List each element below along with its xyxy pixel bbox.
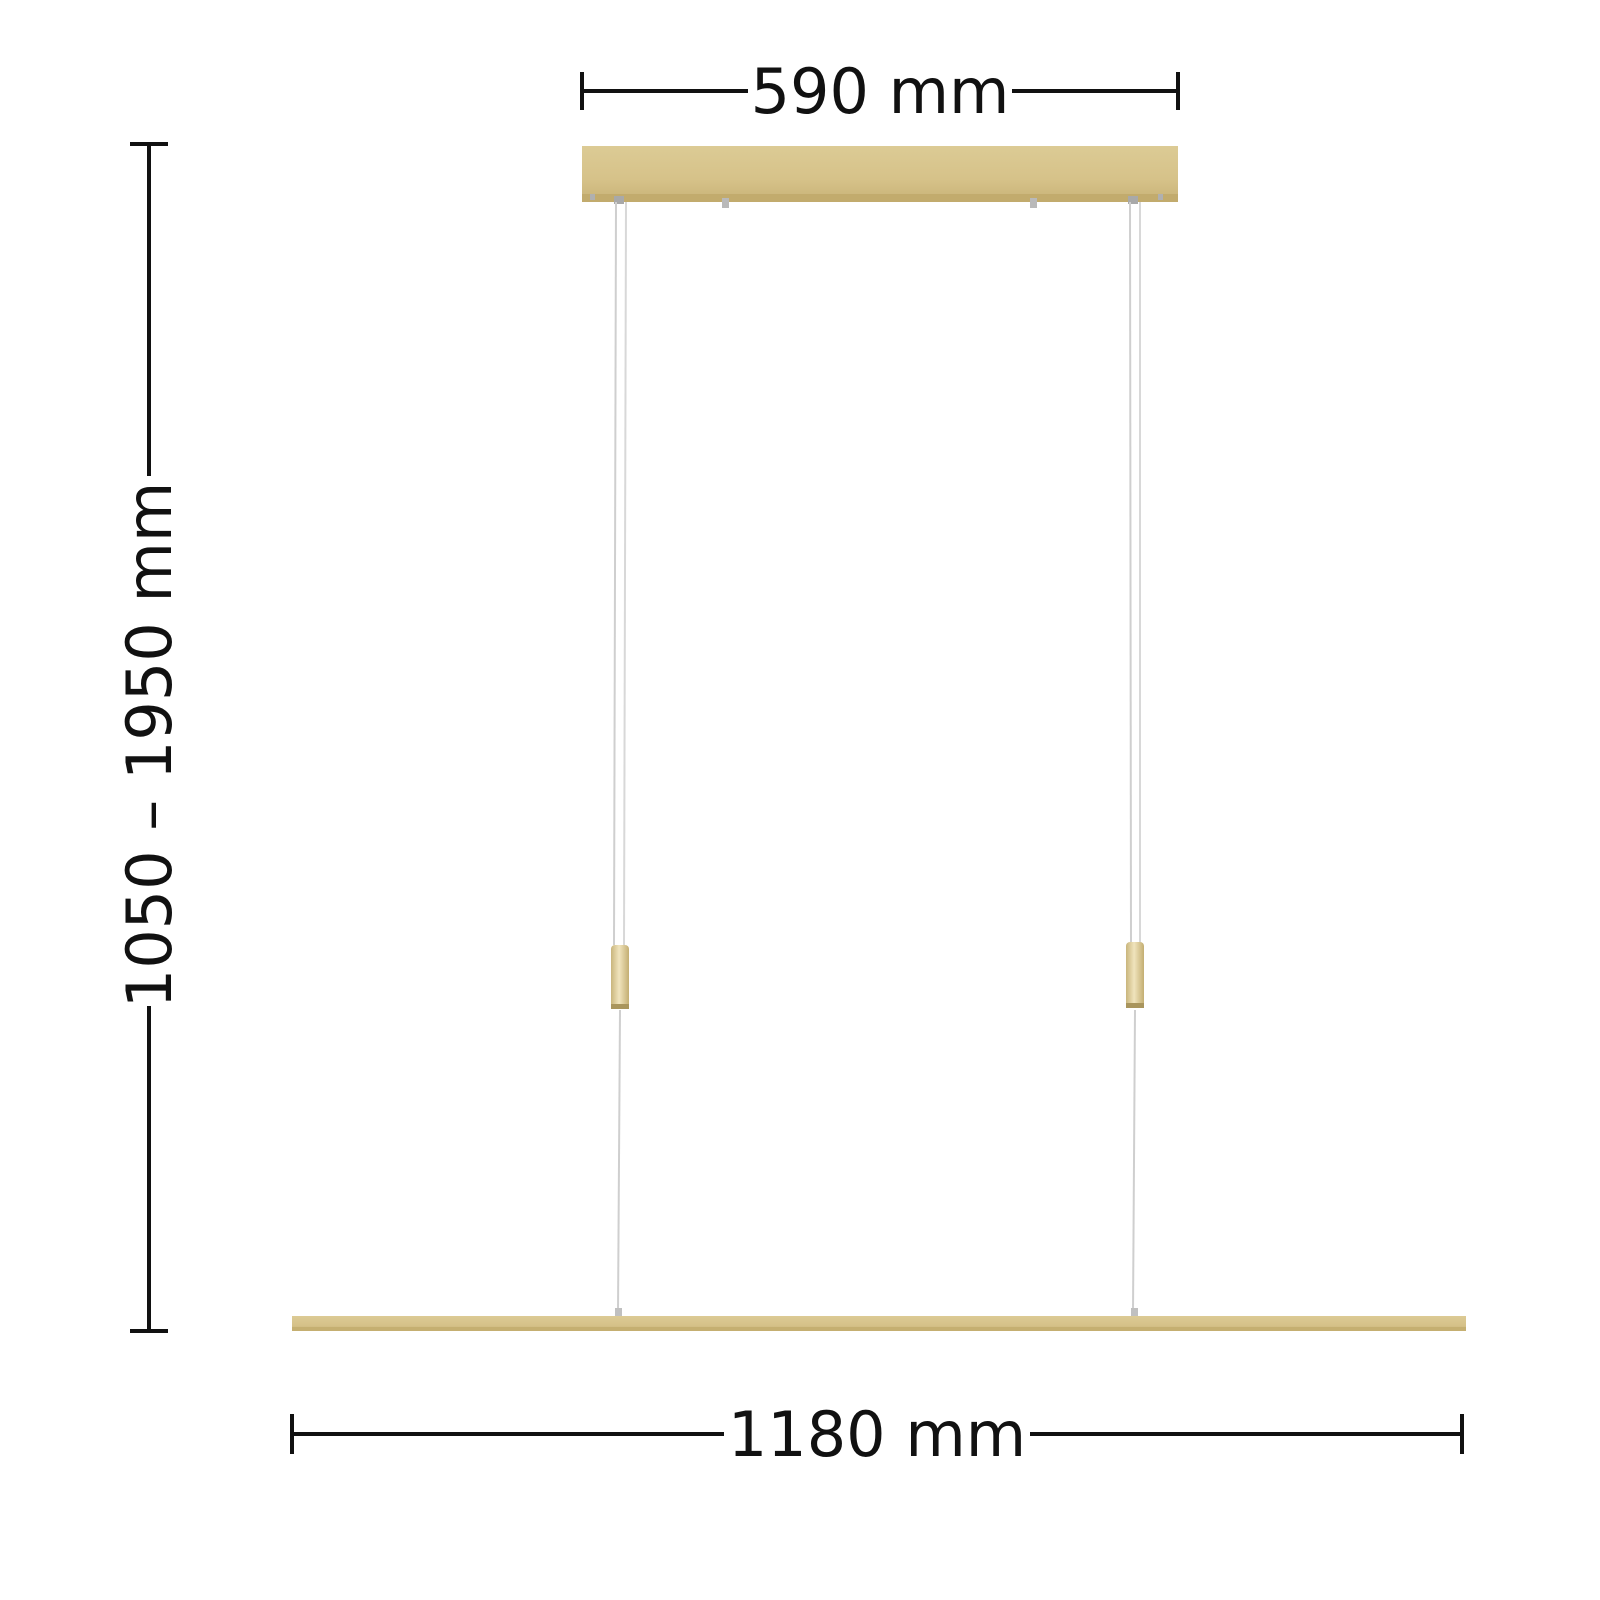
cable-left-outer <box>613 201 617 946</box>
cable-right-outer <box>1129 201 1132 946</box>
led-bar-icon <box>292 1308 1466 1331</box>
adjuster-left-body <box>611 945 629 1009</box>
canopy-screw-right <box>1030 198 1037 208</box>
cable-adjuster-icon-right <box>1126 942 1144 1008</box>
canopy-pin-right <box>1158 194 1163 200</box>
height-range-label: 1050 – 1950 mm <box>113 482 186 1009</box>
bar-length-dimension: 1180 mm <box>290 1398 1464 1471</box>
canopy-width-dimension: 590 mm <box>580 55 1180 128</box>
ceiling-canopy-icon <box>582 146 1178 208</box>
bar-bottom-edge <box>292 1327 1466 1331</box>
adjuster-right-body <box>1126 942 1144 1008</box>
adjuster-left-cap <box>611 1004 629 1009</box>
adjuster-right-cap <box>1126 1003 1144 1008</box>
cable-left-inner <box>623 201 627 946</box>
canopy-screw-left <box>722 198 729 208</box>
cable-left-lower <box>617 1009 621 1313</box>
bar-cable-mount-right <box>1131 1308 1138 1316</box>
height-range-dimension: 1050 – 1950 mm <box>113 142 186 1333</box>
canopy-cable-mount-left <box>614 196 624 204</box>
canopy-width-label: 590 mm <box>751 55 1010 128</box>
bar-length-label: 1180 mm <box>728 1398 1026 1471</box>
bar-cable-mount-left <box>615 1308 622 1316</box>
canopy-cable-mount-right <box>1128 196 1138 204</box>
cable-right-lower <box>1132 1009 1136 1313</box>
canopy-bottom-edge <box>582 194 1178 202</box>
canopy-body <box>582 146 1178 202</box>
canopy-pin-left <box>590 194 595 200</box>
cable-adjuster-icon-left <box>611 945 629 1009</box>
suspension-cables <box>613 201 1141 1313</box>
